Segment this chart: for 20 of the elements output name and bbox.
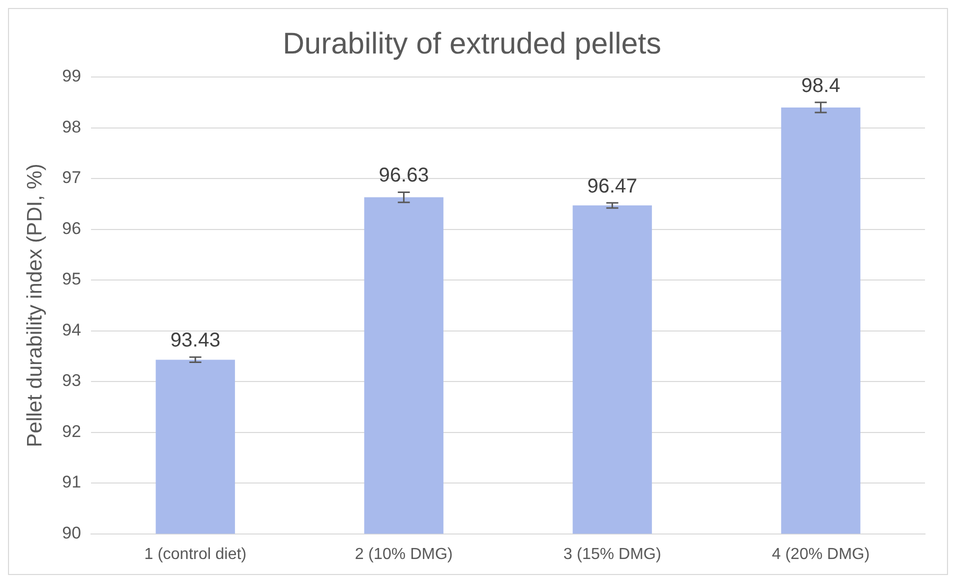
x-tick-label: 4 (20% DMG) xyxy=(772,546,870,563)
y-tick-label: 96 xyxy=(62,218,82,238)
y-tick-label: 93 xyxy=(62,371,82,390)
y-tick-label: 90 xyxy=(62,523,82,542)
data-label: 96.47 xyxy=(587,175,638,198)
data-label: 98.4 xyxy=(801,74,840,97)
data-label: 93.43 xyxy=(170,330,220,352)
y-tick-label: 98 xyxy=(62,117,82,136)
x-tick-label: 1 (control diet) xyxy=(144,546,246,563)
y-tick-label: 95 xyxy=(62,270,82,289)
y-tick-label: 99 xyxy=(62,66,82,86)
y-tick-label: 97 xyxy=(62,168,82,188)
chart-title: Durability of extruded pellets xyxy=(282,27,662,60)
y-tick-label: 94 xyxy=(62,320,82,340)
y-axis-title: Pellet durability index (PDI, %) xyxy=(23,164,46,448)
x-tick-label: 3 (15% DMG) xyxy=(563,546,662,563)
data-label: 96.63 xyxy=(378,164,429,187)
y-tick-label: 92 xyxy=(62,422,82,441)
x-tick-label: 2 (10% DMG) xyxy=(354,546,453,563)
y-tick-label: 91 xyxy=(62,472,82,492)
